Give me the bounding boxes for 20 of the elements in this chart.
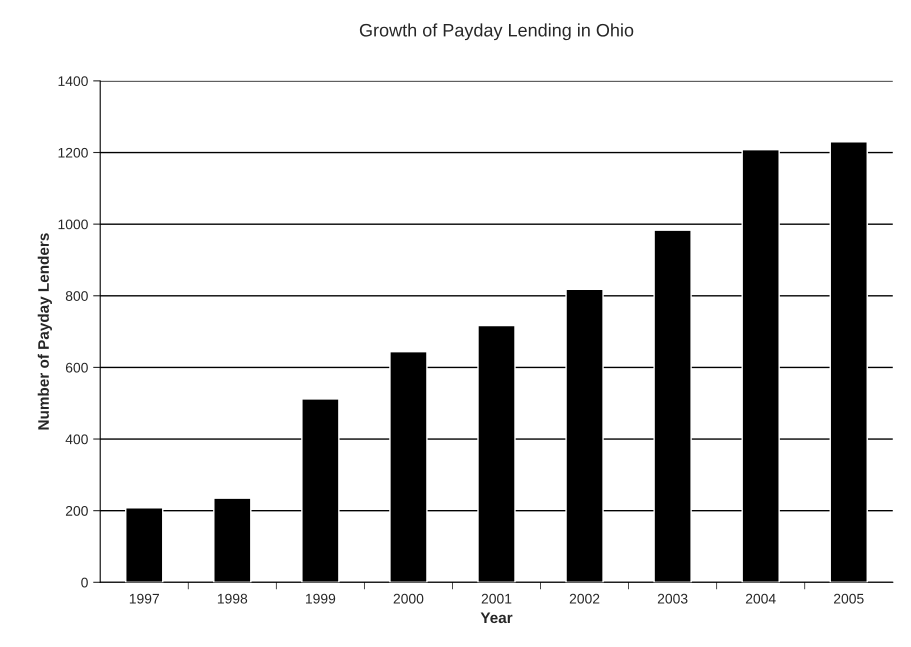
y-tick-label: 800 [66,291,88,301]
x-tick-label: 1998 [218,594,248,604]
y-axis-title: Number of Payday Lenders [38,233,52,430]
y-tick-label: 0 [81,578,88,588]
x-tick-label: 2004 [746,594,776,604]
chart-title: Growth of Payday Lending in Ohio [360,23,634,40]
x-tick-label: 2003 [658,594,688,604]
x-tick-label: 2001 [482,594,512,604]
y-tick-label: 1400 [58,76,88,86]
x-tick-label: 1999 [306,594,336,604]
x-axis-title: Year [480,612,512,624]
x-tick-label: 1997 [130,594,159,604]
y-tick-label: 400 [66,434,88,444]
y-tick-label: 200 [66,506,88,516]
y-tick-label: 600 [66,362,88,373]
y-tick-label: 1000 [58,219,88,230]
y-tick-label: 1200 [58,148,88,158]
x-tick-label: 2000 [394,594,424,604]
x-tick-label: 2005 [834,594,864,604]
x-tick-label: 2002 [570,594,600,604]
